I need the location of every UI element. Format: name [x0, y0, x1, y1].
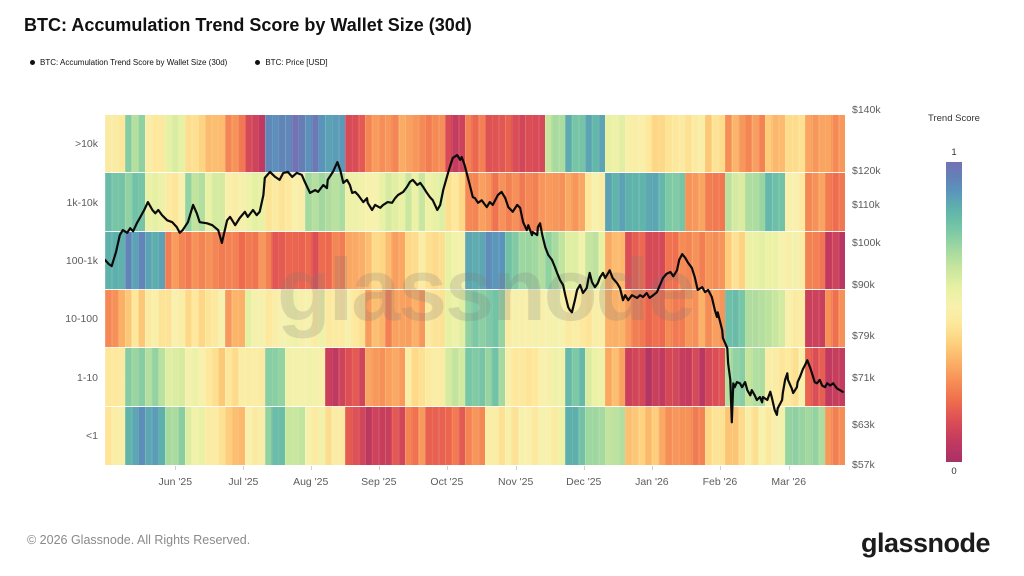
price-axis-label: $90k: [852, 278, 875, 291]
price-axis-label: $57k: [852, 459, 875, 471]
month-tick: [583, 466, 585, 470]
legend-item-label: BTC: Accumulation Trend Score by Wallet …: [40, 58, 228, 67]
price-axis-label: $140k: [852, 104, 881, 116]
colorbar-title: Trend Score: [928, 113, 980, 124]
heatmap-row-100-1k: [105, 231, 845, 290]
heatmap: [105, 115, 845, 465]
month-label: Mar '26: [771, 476, 807, 488]
wallet-axis-label: 1-10: [76, 371, 98, 384]
month-label: Dec '25: [566, 476, 602, 488]
month-tick: [310, 466, 312, 470]
brand-logo: glassnode: [860, 528, 991, 558]
month-tick: [378, 466, 380, 470]
price-axis-label: $100k: [852, 236, 881, 249]
heatmap-row-1-10: [105, 348, 845, 407]
legend-item-label: BTC: Price [USD]: [265, 58, 328, 67]
wallet-axis-label: >10k: [74, 138, 98, 151]
month-label: Oct '25: [430, 476, 464, 488]
colorbar-min-label: 0: [951, 466, 957, 477]
month-tick: [651, 466, 653, 470]
month-tick: [243, 466, 245, 470]
legend-item-trend-score[interactable]: BTC: Accumulation Trend Score by Wallet …: [30, 58, 227, 67]
series-legend: BTC: Accumulation Trend Score by Wallet …: [30, 58, 328, 67]
plot-area[interactable]: [105, 110, 845, 465]
price-axis-label: $110k: [852, 199, 880, 212]
price-axis-label: $63k: [852, 419, 875, 432]
price-axis-label: $71k: [852, 372, 875, 385]
legend-dot-icon: [255, 60, 261, 65]
month-tick: [719, 466, 721, 470]
price-axis-label: $120k: [852, 164, 881, 177]
month-label: Jan '26: [635, 476, 669, 488]
price-axis-label: $79k: [852, 330, 875, 343]
wallet-axis-label: <1: [86, 429, 98, 442]
page-title: BTC: Accumulation Trend Score by Wallet …: [24, 15, 472, 35]
month-label: Feb '26: [702, 476, 738, 488]
colorbar-gradient: [946, 162, 962, 462]
month-label: Aug '25: [293, 476, 329, 488]
heatmap-row-1k-10k: [105, 173, 845, 232]
month-label: Jul '25: [228, 476, 259, 488]
legend-item-price[interactable]: BTC: Price [USD]: [255, 58, 328, 67]
wallet-axis-label: 1k-10k: [66, 196, 98, 209]
heatmap-row-<1: [105, 406, 845, 465]
wallet-axis-label: 10-100: [65, 313, 98, 326]
month-tick: [175, 466, 177, 470]
month-tick: [788, 466, 790, 470]
colorbar-max-label: 1: [951, 147, 957, 158]
legend-dot-icon: [30, 60, 35, 65]
wallet-axis-label: 100-1k: [65, 254, 98, 267]
heatmap-row-10-100: [105, 289, 845, 349]
month-tick: [515, 466, 517, 470]
month-label: Nov '25: [498, 476, 534, 488]
month-label: Jun '25: [158, 476, 193, 488]
copyright-text: © 2026 Glassnode. All Rights Reserved.: [27, 533, 251, 547]
month-tick: [446, 466, 448, 470]
heatmap-row->10k: [105, 115, 845, 174]
month-label: Sep '25: [361, 476, 397, 488]
